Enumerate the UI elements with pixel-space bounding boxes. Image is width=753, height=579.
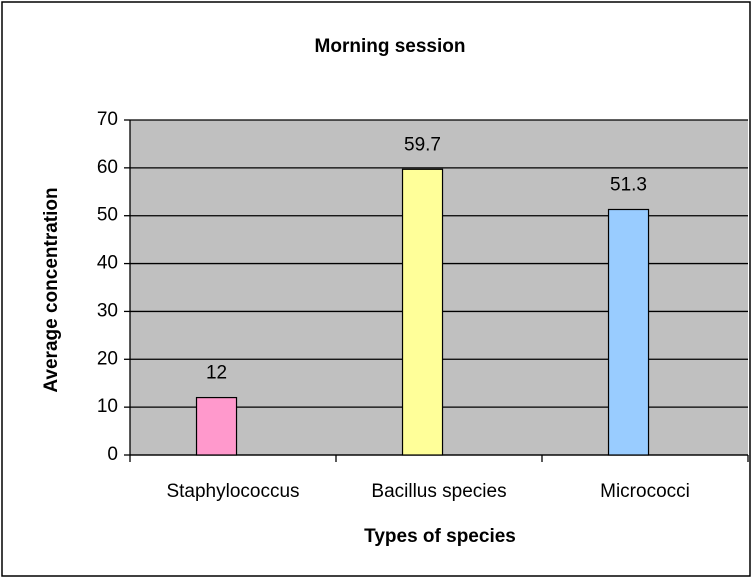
bar bbox=[195, 396, 238, 456]
x-tick-label: Bacillus species bbox=[371, 481, 506, 502]
x-tick-label: Staphylococcus bbox=[166, 481, 299, 502]
y-tick-label: 0 bbox=[107, 444, 118, 465]
y-tick-label: 60 bbox=[97, 157, 118, 178]
x-axis-label: Types of species bbox=[364, 526, 516, 547]
y-tick-label: 50 bbox=[97, 205, 118, 226]
y-tick-label: 20 bbox=[97, 348, 118, 369]
bar bbox=[401, 168, 444, 456]
y-axis-label: Average concentration bbox=[41, 187, 62, 392]
data-label: 12 bbox=[206, 363, 227, 384]
x-tick-label: Micrococci bbox=[600, 481, 690, 502]
y-tick-label: 40 bbox=[97, 253, 118, 274]
data-label: 51.3 bbox=[610, 175, 647, 196]
y-tick-label: 70 bbox=[97, 109, 118, 130]
bar bbox=[607, 208, 650, 456]
chart-title: Morning session bbox=[315, 36, 466, 57]
y-tick-label: 30 bbox=[97, 300, 118, 321]
y-tick-label: 10 bbox=[97, 396, 118, 417]
data-label: 59.7 bbox=[404, 134, 441, 155]
